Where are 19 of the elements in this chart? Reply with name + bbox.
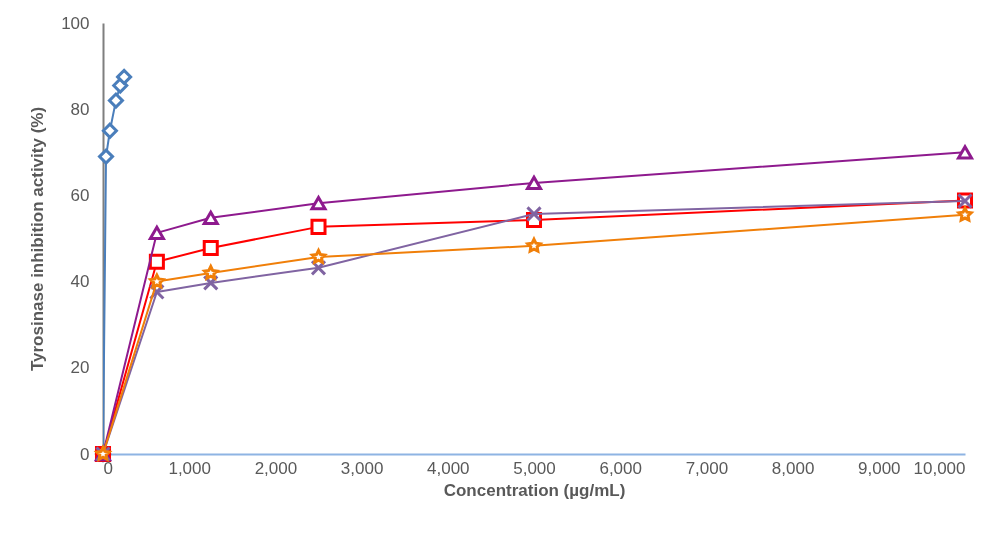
x-tick-label: 0: [103, 458, 113, 478]
y-tick-label: 40: [70, 272, 90, 292]
y-tick-label: 20: [70, 358, 90, 378]
x-tick-label: 2,000: [254, 458, 298, 478]
x-tick-label: 9,000: [858, 458, 901, 478]
x-tick-label: 3,000: [340, 458, 384, 478]
x-tick-label: 5,000: [513, 458, 556, 478]
x-axis-title: Concentration (µg/mL): [443, 480, 626, 500]
y-axis-title: Tyrosinase inhibition activity (%): [28, 106, 48, 372]
y-tick-label: 60: [70, 185, 90, 205]
x-tick-label: 10,000: [913, 458, 966, 478]
x-tick-label: 4,000: [427, 458, 470, 478]
y-tick-label: 100: [61, 13, 90, 33]
x-tick-label: 1,000: [168, 458, 211, 478]
x-tick-label: 6,000: [599, 458, 642, 478]
y-tick-label: 0: [80, 444, 90, 464]
x-tick-label: 8,000: [771, 458, 815, 478]
y-tick-label: 80: [70, 99, 90, 119]
x-tick-label: 7,000: [685, 458, 729, 478]
